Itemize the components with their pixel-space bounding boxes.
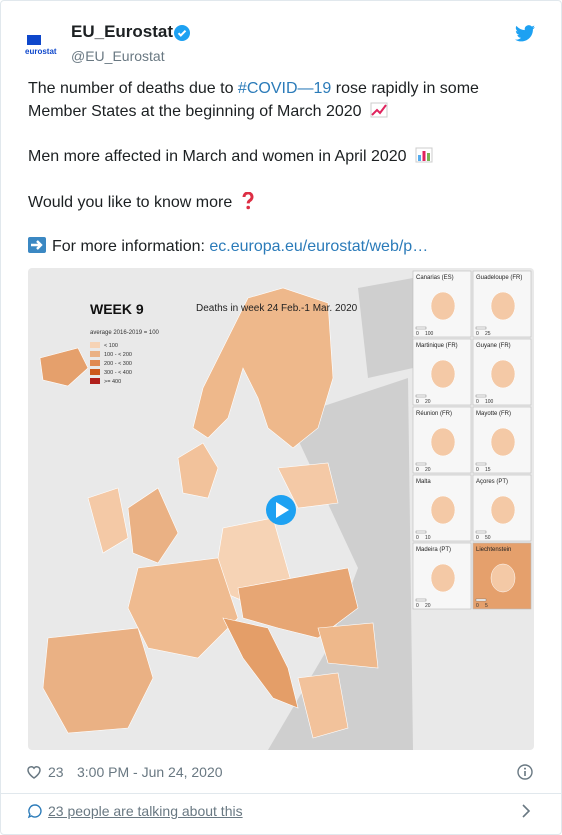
scale-label: 100 bbox=[425, 331, 434, 337]
inset-label: Mayotte (FR) bbox=[476, 411, 511, 417]
user-name[interactable]: EU_Eurostat bbox=[71, 22, 174, 41]
text: Member States at the beginning of March … bbox=[28, 103, 362, 120]
legend-swatch bbox=[90, 369, 100, 375]
inset-label: Açores (PT) bbox=[476, 479, 508, 485]
scale-bar bbox=[415, 462, 427, 466]
info-icon[interactable] bbox=[517, 764, 533, 780]
text: Men more affected in March and women in … bbox=[28, 148, 407, 165]
tweet-line: Would you like to know more bbox=[28, 191, 255, 212]
inset-label: Martinique (FR) bbox=[416, 343, 458, 349]
inset-land bbox=[490, 563, 516, 593]
scale-label: 20 bbox=[425, 603, 431, 609]
logo-text: eurostat bbox=[25, 47, 57, 56]
tweet-line: Men more affected in March and women in … bbox=[28, 147, 433, 166]
twitter-bird[interactable] bbox=[515, 25, 535, 42]
map-image[interactable]: WEEK 9 Deaths in week 24 Feb.-1 Mar. 202… bbox=[28, 268, 534, 750]
scale-bar bbox=[475, 326, 487, 330]
logo-flag bbox=[27, 35, 41, 45]
text: For more information: bbox=[52, 238, 210, 255]
link[interactable]: ec.europa.eu/eurostat/web/p… bbox=[209, 238, 429, 255]
inset-land bbox=[430, 427, 456, 457]
user-handle[interactable]: @EU_Eurostat bbox=[71, 48, 165, 64]
map-title: Deaths in week 24 Feb.-1 Mar. 2020 bbox=[196, 303, 358, 314]
legend-swatch bbox=[90, 351, 100, 357]
comment-icon bbox=[27, 804, 42, 819]
inset-land bbox=[490, 359, 516, 389]
text: The number of deaths due to bbox=[28, 80, 238, 97]
legend-swatch bbox=[90, 342, 100, 348]
inset-land bbox=[430, 359, 456, 389]
inset-label: Liechtenstein bbox=[476, 547, 511, 553]
legend-swatch bbox=[90, 378, 100, 384]
scale-label: 50 bbox=[485, 535, 491, 541]
scale-bar bbox=[415, 326, 427, 330]
scale-bar bbox=[415, 530, 427, 534]
scale-label: 0 bbox=[476, 399, 479, 405]
tweet-line: For more information: ec.europa.eu/euros… bbox=[28, 237, 428, 256]
inset-land bbox=[430, 495, 456, 525]
scale-label: 15 bbox=[485, 467, 491, 473]
scale-label: 0 bbox=[416, 331, 419, 337]
timestamp[interactable]: 3:00 PM - Jun 24, 2020 bbox=[77, 764, 223, 780]
scale-label: 0 bbox=[476, 535, 479, 541]
inset-label: Guyane (FR) bbox=[476, 343, 511, 349]
scale-label: 0 bbox=[416, 603, 419, 609]
legend-label: >= 400 bbox=[104, 379, 121, 385]
talking-link[interactable]: 23 people are talking about this bbox=[48, 803, 243, 819]
scale-label: 25 bbox=[485, 331, 491, 337]
scale-label: 5 bbox=[485, 603, 488, 609]
tweet-line: The number of deaths due to #COVID—19 ro… bbox=[28, 80, 479, 98]
scale-label: 20 bbox=[425, 399, 431, 405]
like-count[interactable]: 23 bbox=[48, 764, 64, 780]
scale-label: 100 bbox=[485, 399, 494, 405]
legend-title: average 2016-2019 = 100 bbox=[90, 330, 160, 336]
question-icon bbox=[242, 191, 254, 210]
chevron[interactable] bbox=[521, 804, 531, 818]
inset-label: Malta bbox=[416, 479, 431, 485]
scale-label: 0 bbox=[416, 399, 419, 405]
inset-label: Guadeloupe (FR) bbox=[476, 275, 522, 281]
heart-icon[interactable] bbox=[26, 764, 42, 780]
hashtag[interactable]: #COVID—19 bbox=[237, 80, 332, 97]
scale-label: 0 bbox=[476, 603, 479, 609]
legend-label: 100 - < 200 bbox=[104, 352, 132, 358]
logo: eurostat bbox=[25, 35, 57, 56]
scale-bar bbox=[475, 462, 487, 466]
scale-bar bbox=[415, 394, 427, 398]
scale-bar bbox=[475, 530, 487, 534]
eu-regions bbox=[39, 287, 379, 739]
inset-land bbox=[490, 291, 516, 321]
chart-up-icon bbox=[370, 102, 388, 118]
inset-land bbox=[490, 427, 516, 457]
text: Would you like to know more bbox=[28, 194, 233, 211]
play-triangle bbox=[276, 502, 289, 518]
scale-label: 20 bbox=[425, 467, 431, 473]
arrow-icon bbox=[28, 237, 46, 253]
scale-bar bbox=[475, 394, 487, 398]
tweet-line: Member States at the beginning of March … bbox=[28, 102, 388, 121]
inset-label: Madeira (PT) bbox=[416, 547, 451, 553]
inset-land bbox=[430, 563, 456, 593]
inset-label: Canarias (ES) bbox=[416, 275, 454, 281]
scale-label: 10 bbox=[425, 535, 431, 541]
legend-label: 200 - < 300 bbox=[104, 361, 132, 367]
inset-label: Réunion (FR) bbox=[416, 411, 452, 417]
separator bbox=[1, 793, 561, 794]
legend-label: < 100 bbox=[104, 343, 118, 349]
bar-chart-icon bbox=[415, 147, 433, 163]
text: rose rapidly in some bbox=[331, 80, 479, 97]
legend-swatch bbox=[90, 360, 100, 366]
verified-badge bbox=[174, 25, 190, 41]
scale-label: 0 bbox=[416, 467, 419, 473]
inset-land bbox=[430, 291, 456, 321]
map-week: WEEK 9 bbox=[90, 301, 144, 317]
scale-bar bbox=[415, 598, 427, 602]
scale-label: 0 bbox=[476, 467, 479, 473]
inset-land bbox=[490, 495, 516, 525]
legend-label: 300 - < 400 bbox=[104, 370, 132, 376]
scale-label: 0 bbox=[476, 331, 479, 337]
scale-label: 0 bbox=[416, 535, 419, 541]
scale-bar bbox=[475, 598, 487, 602]
